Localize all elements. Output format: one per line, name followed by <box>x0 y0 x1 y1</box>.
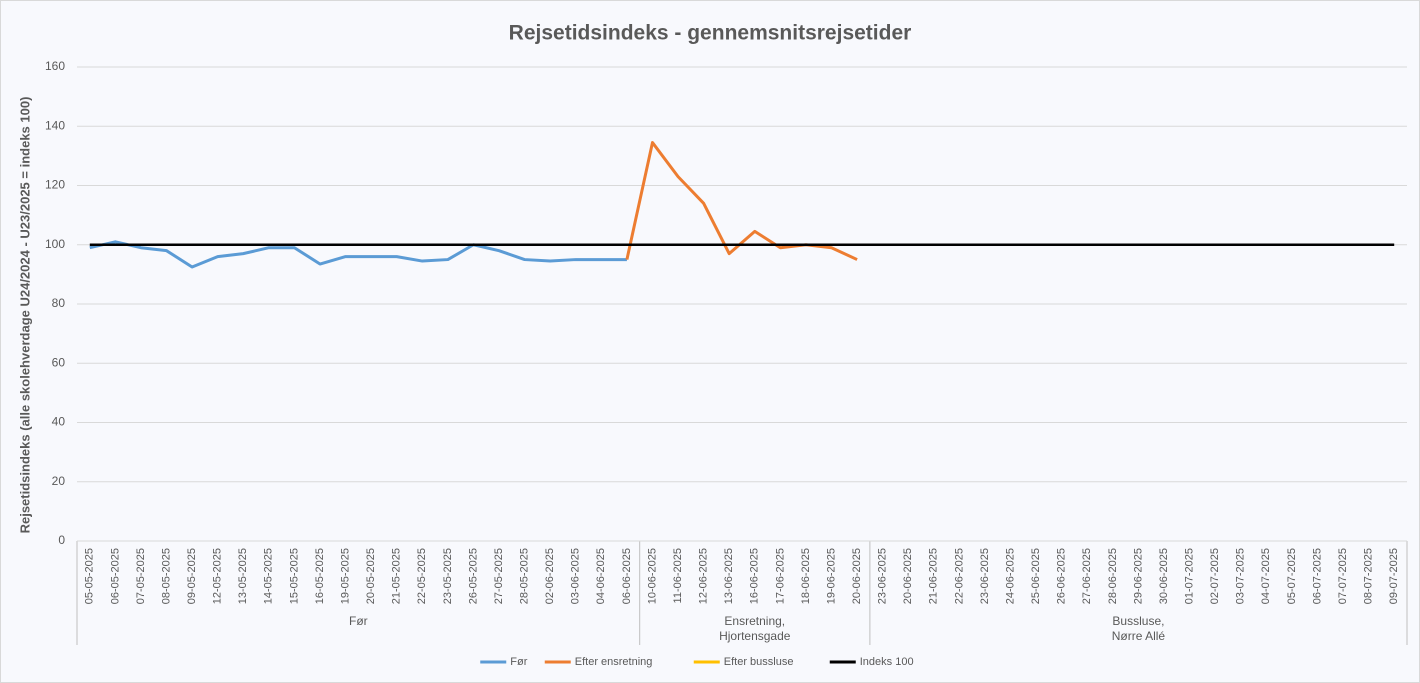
x-tick-label: 19-05-2025 <box>339 548 351 604</box>
x-tick-label: 04-07-2025 <box>1260 548 1272 604</box>
x-tick-label: 28-06-2025 <box>1107 548 1119 604</box>
x-tick-label: 20-06-2025 <box>851 548 863 604</box>
y-axis-label: Rejsetidsindeks (alle skolehverdage U24/… <box>17 97 32 534</box>
y-tick-label: 80 <box>52 296 66 310</box>
group-label: Før <box>349 614 368 628</box>
x-tick-label: 02-07-2025 <box>1209 548 1221 604</box>
x-tick-label: 17-06-2025 <box>774 548 786 604</box>
x-tick-label: 20-06-2025 <box>902 548 914 604</box>
x-tick-label: 24-06-2025 <box>1004 548 1016 604</box>
x-tick-label: 22-05-2025 <box>416 548 428 604</box>
x-tick-label: 07-07-2025 <box>1337 548 1349 604</box>
x-tick-label: 13-05-2025 <box>237 548 249 604</box>
x-tick-label: 26-05-2025 <box>467 548 479 604</box>
x-tick-label: 06-07-2025 <box>1311 548 1323 604</box>
series-line <box>89 240 627 269</box>
y-tick-label: 60 <box>52 355 66 369</box>
x-tick-label: 12-06-2025 <box>698 548 710 604</box>
x-tick-label: 03-07-2025 <box>1235 548 1247 604</box>
chart-title: Rejsetidsindeks - gennemsnitsrejsetider <box>509 22 912 45</box>
x-tick-label: 25-06-2025 <box>1030 548 1042 604</box>
x-tick-label: 30-06-2025 <box>1158 548 1170 604</box>
series-line <box>625 141 858 261</box>
legend-label: Før <box>510 656 527 668</box>
x-tick-label: 27-06-2025 <box>1081 548 1093 604</box>
x-tick-label: 03-06-2025 <box>570 548 582 604</box>
x-tick-label: 14-05-2025 <box>263 548 275 604</box>
group-label: Hjortensgade <box>719 629 791 643</box>
x-tick-label: 19-06-2025 <box>825 548 837 604</box>
y-tick-label: 140 <box>45 118 65 132</box>
legend-label: Efter bussluse <box>724 656 794 668</box>
x-tick-label: 22-06-2025 <box>953 548 965 604</box>
x-tick-label: 26-06-2025 <box>1056 548 1068 604</box>
x-tick-label: 16-06-2025 <box>749 548 761 604</box>
x-tick-label: 05-05-2025 <box>84 548 96 604</box>
group-label: Bussluse, <box>1112 614 1164 628</box>
x-tick-label: 06-05-2025 <box>109 548 121 604</box>
x-tick-label: 02-06-2025 <box>544 548 556 604</box>
x-tick-label: 04-06-2025 <box>595 548 607 604</box>
x-tick-label: 11-06-2025 <box>672 548 684 603</box>
group-label: Ensretning, <box>724 614 785 628</box>
x-tick-label: 12-05-2025 <box>212 548 224 604</box>
x-tick-label: 29-06-2025 <box>1132 548 1144 604</box>
x-tick-label: 09-07-2025 <box>1388 548 1400 604</box>
x-tick-label: 23-06-2025 <box>877 548 889 604</box>
group-label: Nørre Allé <box>1112 629 1166 643</box>
y-tick-label: 20 <box>52 474 66 488</box>
y-tick-label: 100 <box>45 237 65 251</box>
legend-label: Indeks 100 <box>860 656 914 668</box>
x-tick-label: 27-05-2025 <box>493 548 505 604</box>
x-tick-label: 07-05-2025 <box>135 548 147 604</box>
x-tick-label: 08-07-2025 <box>1363 548 1375 604</box>
x-tick-label: 01-07-2025 <box>1184 548 1196 604</box>
x-tick-label: 10-06-2025 <box>646 548 658 604</box>
x-tick-label: 09-05-2025 <box>186 548 198 604</box>
y-tick-label: 160 <box>45 59 65 73</box>
y-tick-label: 120 <box>45 178 65 192</box>
x-tick-label: 21-05-2025 <box>391 548 403 604</box>
x-tick-label: 16-05-2025 <box>314 548 326 604</box>
x-tick-label: 23-05-2025 <box>442 548 454 604</box>
x-tick-label: 28-05-2025 <box>519 548 531 604</box>
x-tick-label: 23-06-2025 <box>979 548 991 604</box>
x-tick-label: 05-07-2025 <box>1286 548 1298 604</box>
y-tick-label: 0 <box>58 533 65 547</box>
legend-label: Efter ensretning <box>575 656 653 668</box>
x-tick-label: 21-06-2025 <box>928 548 940 604</box>
x-tick-label: 18-06-2025 <box>800 548 812 604</box>
x-tick-label: 08-05-2025 <box>160 548 172 604</box>
x-tick-label: 13-06-2025 <box>723 548 735 604</box>
x-tick-label: 06-06-2025 <box>621 548 633 604</box>
y-tick-label: 40 <box>52 415 66 429</box>
x-tick-label: 15-05-2025 <box>288 548 300 604</box>
x-tick-label: 20-05-2025 <box>365 548 377 604</box>
